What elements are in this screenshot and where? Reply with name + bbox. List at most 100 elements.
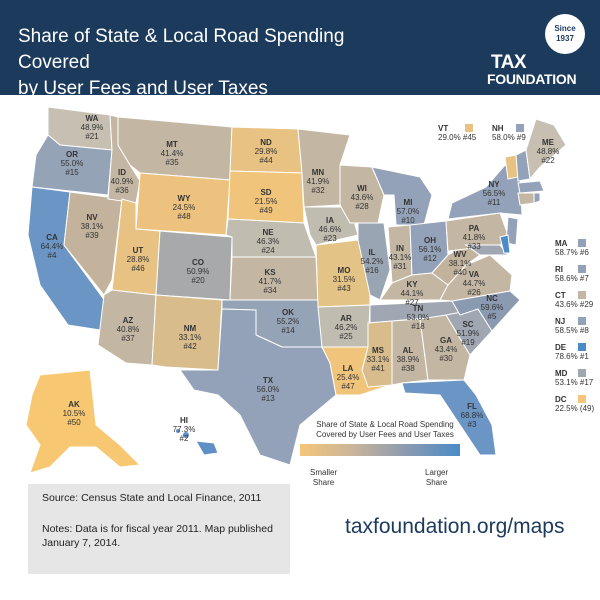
side-label-vt: VT 29.0% #45 (438, 124, 477, 142)
state-label-line: 44.1% (401, 289, 424, 298)
state-nj[interactable] (505, 216, 519, 246)
state-label-line: #10 (401, 216, 415, 225)
state-label-line: 43.6% (351, 193, 374, 202)
legend-title: Share of State & Local Road Spending Cov… (300, 420, 470, 440)
website-link[interactable]: taxfoundation.org/maps (345, 515, 565, 538)
state-label-line: #31 (393, 262, 407, 271)
state-label-ms: MS 33.1% #41 (367, 346, 390, 373)
swatch-ma (578, 239, 586, 247)
state-label-line: PA (469, 224, 480, 233)
swatch-dc (578, 395, 586, 403)
state-fl[interactable] (401, 379, 497, 456)
state-label-line: #43 (337, 284, 351, 293)
state-label-line: #22 (541, 156, 555, 165)
state-label-line: #35 (165, 158, 179, 167)
state-label-line: #5 (488, 312, 497, 321)
state-label-line: #36 (115, 186, 129, 195)
state-label-line: WY (178, 194, 192, 203)
side-label-nj: NJ 58.5% #8 (555, 317, 589, 335)
state-label-line: ID (118, 168, 126, 177)
state-label-line: 51.9% (457, 329, 480, 338)
legend-larger-share: Larger Share (425, 468, 449, 487)
state-label-line: 77.3% (173, 425, 196, 434)
state-shapes (25, 106, 567, 474)
state-label-line: #32 (311, 186, 325, 195)
state-label-il: IL 54.2% #16 (361, 248, 384, 275)
state-label-line: 41.4% (161, 149, 184, 158)
state-me[interactable] (525, 118, 567, 181)
state-label-line: KS (264, 268, 276, 277)
state-label-wy: WY 24.5% #48 (173, 194, 196, 221)
state-label-line: #40 (453, 268, 467, 277)
state-label-line: #14 (281, 326, 295, 335)
state-label-line: #12 (423, 254, 437, 263)
state-label-line: CO (192, 258, 204, 267)
state-ak[interactable] (25, 369, 142, 474)
state-ga[interactable] (419, 314, 471, 381)
state-label-line: 38.1% (449, 259, 472, 268)
state-label-line: 21.5% (255, 197, 278, 206)
tax-foundation-logo[interactable]: Since 1937 TAX FOUNDATION (487, 14, 592, 87)
state-label-line: IL (368, 248, 375, 257)
state-label-line: AK (68, 400, 80, 409)
state-label-line: OR (66, 150, 78, 159)
state-label-line: 48.8% (537, 147, 560, 156)
state-label-line: 59.6% (481, 303, 504, 312)
state-label-line: #11 (488, 198, 501, 207)
state-label-mi: MI 57.0% #10 (397, 198, 420, 225)
state-hi[interactable] (195, 440, 219, 456)
state-label-line: 40.9% (111, 177, 134, 186)
state-label-line: #42 (183, 342, 197, 351)
swatch-de (578, 343, 586, 351)
state-label-line: NE (262, 228, 274, 237)
state-label-line: 56.5% (483, 189, 506, 198)
state-de[interactable] (499, 234, 511, 254)
state-hi-island (183, 432, 189, 438)
state-label-line: #26 (467, 288, 481, 297)
state-label-line: #27 (405, 298, 419, 307)
seal-year: 1937 (556, 34, 574, 43)
state-label-line: MI (404, 198, 413, 207)
state-label-ak: AK 10.5% #50 (63, 400, 86, 427)
state-label-line: SD (260, 188, 271, 197)
state-label-line: AZ (123, 316, 134, 325)
state-label-nc: NC 59.6% #5 (481, 294, 504, 321)
state-label-line: NY (488, 180, 500, 189)
state-label-line: TX (263, 376, 274, 385)
notes-line-1: Notes: Data is for fiscal year 2011. Map… (42, 523, 273, 535)
state-label-sc: SC 51.9% #19 (457, 320, 480, 347)
seal-since: Since (554, 24, 576, 33)
state-ri[interactable] (533, 192, 541, 204)
state-label-nd: ND 29.8% #44 (255, 138, 278, 165)
swatch-ri (578, 265, 586, 273)
state-label-line: GA (440, 336, 452, 345)
state-label-line: #49 (259, 206, 273, 215)
state-label-line: ND (260, 138, 272, 147)
state-label-me: ME 48.8% #22 (537, 138, 560, 165)
state-ma[interactable] (517, 180, 545, 194)
header-banner: Share of State & Local Road Spending Cov… (0, 0, 600, 99)
state-label-line: NM (184, 324, 197, 333)
state-label-az: AZ 40.8% #37 (117, 316, 140, 343)
state-label-line: IN (396, 244, 404, 253)
state-ct[interactable] (517, 192, 535, 206)
state-label-line: FL (467, 402, 477, 411)
state-label-line: #2 (180, 434, 189, 443)
state-label-line: #18 (411, 322, 425, 331)
state-md[interactable] (464, 244, 510, 256)
state-nm[interactable] (151, 294, 223, 371)
state-label-line: CA (46, 233, 58, 242)
state-tx[interactable] (179, 308, 337, 466)
state-label-co: CO 50.9% #20 (187, 258, 210, 285)
state-label-line: 10.5% (63, 409, 86, 418)
state-label-line: 46.2% (335, 323, 358, 332)
side-label-ma: MA 58.7% #6 (555, 239, 589, 257)
state-label-line: #44 (259, 156, 273, 165)
state-label-line: #37 (121, 334, 135, 343)
since-1937-seal: Since 1937 (545, 14, 585, 54)
state-label-line: 29.8% (255, 147, 278, 156)
legend-smaller-share: Smaller Share (310, 468, 338, 487)
state-label-line: 24.5% (173, 203, 196, 212)
state-al[interactable] (391, 318, 429, 386)
state-label-line: KY (406, 280, 418, 289)
